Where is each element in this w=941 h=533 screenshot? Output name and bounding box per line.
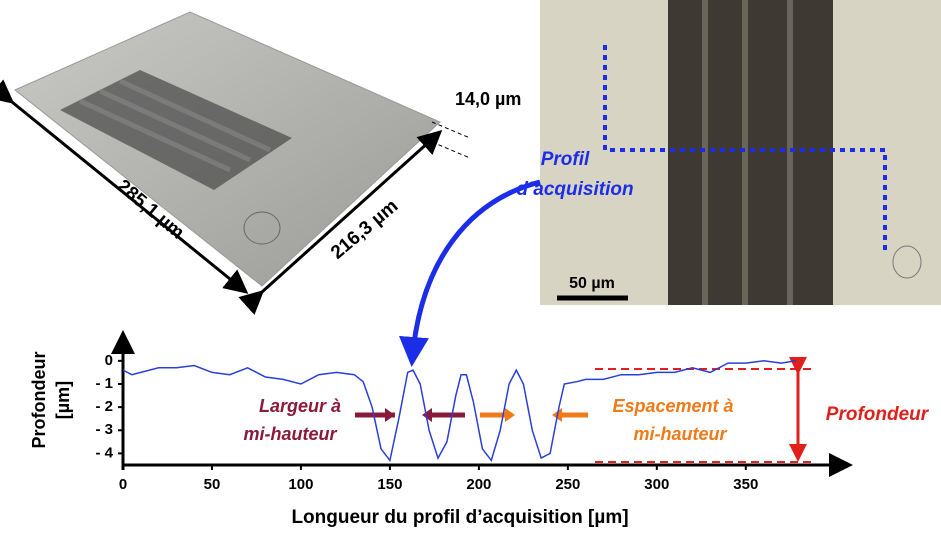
profile-line [122,360,796,463]
scale-label: 50 µm [569,275,615,292]
x-tick-label: 350 [733,476,758,493]
profile-label: Profil [541,149,590,170]
x-tick-label: 50 [204,476,221,493]
x-tick-label: 250 [555,476,580,493]
y-axis-label: [µm] [53,381,73,419]
spacing-label: mi-hauteur [633,424,727,444]
depth-label: Profondeur [826,404,930,425]
y-tick-label: - 2 [95,398,113,415]
spacing-label: Espacement à [612,396,733,416]
height-label: 14,0 µm [455,89,521,109]
fwhm-label: mi-hauteur [243,424,337,444]
fwhm-label: Largeur à [259,396,341,416]
x-tick-label: 0 [119,476,127,493]
plot: 0 - 1 - 2 - 3 - 4 0 50 100 150 200 250 300 350 [95,352,796,493]
x-tick-label: 100 [288,476,313,493]
y-tick-label: 0 [105,352,113,369]
y-tick-label: - 1 [95,375,113,392]
x-tick-label: 200 [466,476,491,493]
x-axis-label: Longueur du profil d’acquisition [µm] [291,507,628,528]
y-axis-label: Profondeur [29,352,49,449]
y-tick-label: - 4 [95,444,113,461]
micrograph: 50 µm [540,0,941,305]
y-tick-label: - 3 [95,421,113,438]
x-tick-label: 300 [644,476,669,493]
profile-label: d’acquisition [516,179,633,200]
x-tick-label: 150 [377,476,402,493]
